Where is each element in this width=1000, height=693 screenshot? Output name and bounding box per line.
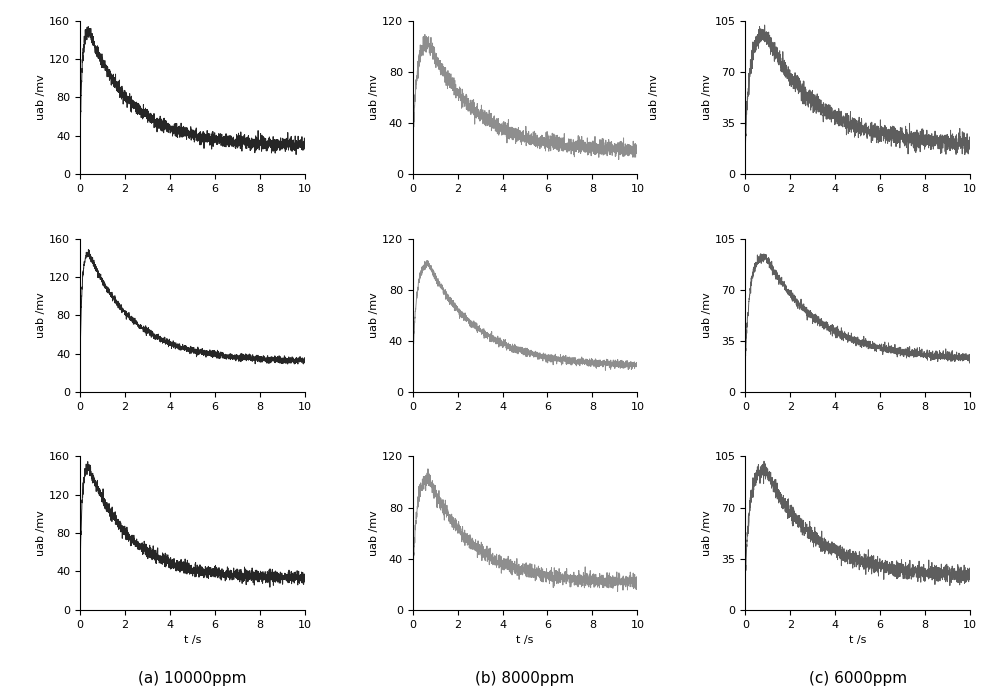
Y-axis label: uab /mv: uab /mv	[702, 510, 712, 556]
Y-axis label: uab /mv: uab /mv	[36, 292, 46, 338]
Text: uab /mv: uab /mv	[649, 75, 659, 121]
Text: (c) 6000ppm: (c) 6000ppm	[809, 671, 907, 686]
Y-axis label: uab /mv: uab /mv	[702, 75, 712, 121]
Y-axis label: uab /mv: uab /mv	[369, 292, 379, 338]
Y-axis label: uab /mv: uab /mv	[369, 510, 379, 556]
Y-axis label: uab /mv: uab /mv	[369, 75, 379, 121]
Text: (b) 8000ppm: (b) 8000ppm	[475, 671, 575, 686]
Text: (a) 10000ppm: (a) 10000ppm	[138, 671, 247, 686]
Y-axis label: uab /mv: uab /mv	[36, 75, 46, 121]
X-axis label: t /s: t /s	[184, 635, 201, 645]
X-axis label: t /s: t /s	[516, 635, 534, 645]
Y-axis label: uab /mv: uab /mv	[702, 292, 712, 338]
X-axis label: t /s: t /s	[849, 635, 866, 645]
Y-axis label: uab /mv: uab /mv	[36, 510, 46, 556]
